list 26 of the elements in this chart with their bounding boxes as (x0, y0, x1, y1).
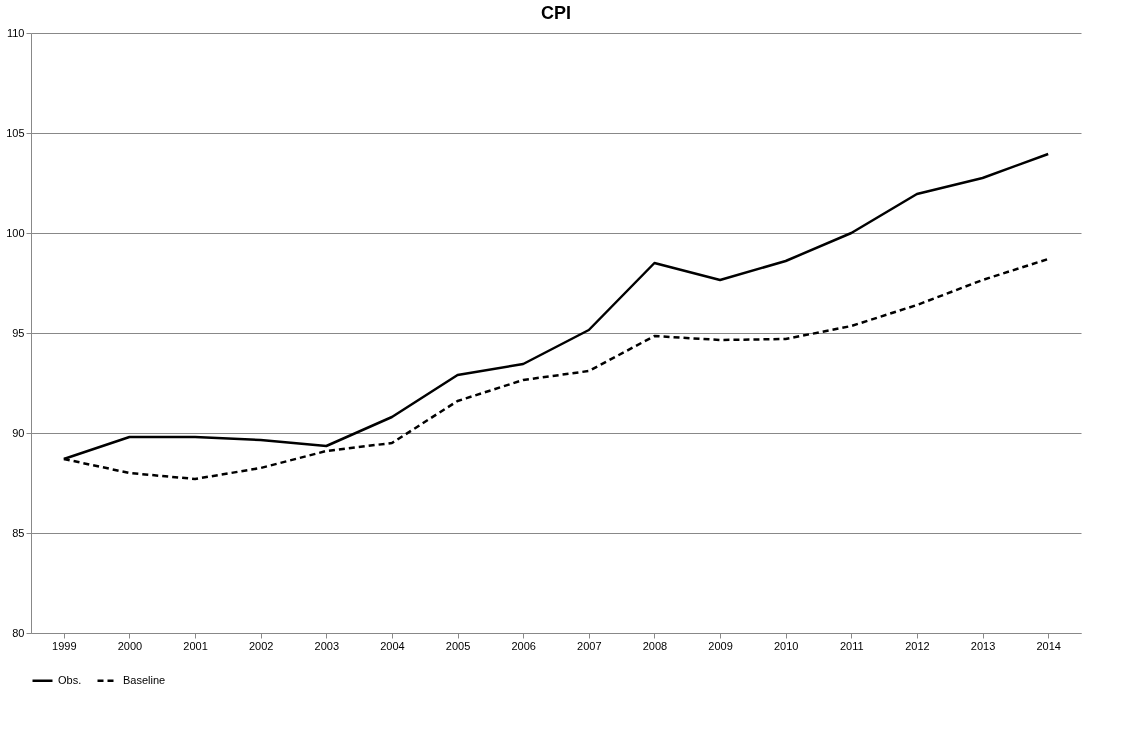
x-tick-label: 2010 (773, 639, 799, 652)
legend-label: Obs. (58, 673, 82, 686)
x-tick-label: 2007 (577, 639, 602, 652)
x-tick-label: 2006 (511, 639, 536, 652)
x-tick-label: 2008 (642, 639, 668, 652)
y-tick-label: 85 (12, 526, 25, 539)
x-tick-label: 2002 (248, 639, 274, 652)
chart-title: CPI (540, 3, 572, 23)
x-tick-label: 2014 (1036, 639, 1061, 652)
y-tick-label: 110 (6, 26, 25, 39)
y-tick-label: 105 (6, 126, 25, 139)
x-tick-label: 2000 (117, 639, 143, 652)
x-tick-label: 2013 (970, 639, 996, 652)
x-tick-label: 1999 (52, 639, 77, 652)
legend-label: Baseline (123, 673, 166, 686)
y-tick-label: 100 (6, 226, 25, 239)
x-tick-label: 2009 (708, 639, 733, 652)
x-tick-label: 2012 (905, 639, 930, 652)
x-tick-label: 2004 (380, 639, 405, 652)
x-tick-label: 2003 (314, 639, 340, 652)
y-tick-label: 90 (12, 426, 25, 439)
x-tick-label: 2005 (445, 639, 471, 652)
y-tick-label: 95 (12, 326, 25, 339)
y-tick-label: 80 (12, 626, 25, 639)
x-tick-label: 2011 (839, 639, 864, 652)
x-tick-label: 2001 (183, 639, 208, 652)
